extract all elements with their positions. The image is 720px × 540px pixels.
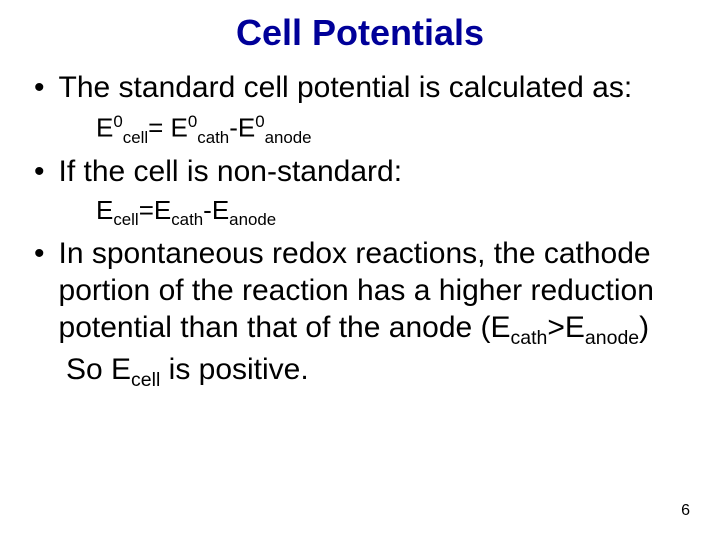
bullet-list-3: • In spontaneous redox reactions, the ca… [36, 236, 684, 350]
bullet-3-text: In spontaneous redox reactions, the cath… [59, 236, 684, 350]
f2-E: E [96, 195, 113, 225]
bullet-list: • The standard cell potential is calcula… [36, 70, 684, 107]
bullet-1-text: The standard cell potential is calculate… [59, 70, 684, 107]
page-number: 6 [681, 502, 690, 520]
f1-cell: cell [123, 127, 148, 146]
bullet-dot-icon: • [34, 70, 45, 107]
bullet-1: • The standard cell potential is calcula… [36, 70, 684, 107]
f1-sup1: 0 [113, 112, 122, 131]
bullet-2-text: If the cell is non-standard: [59, 154, 684, 191]
f2-eq: =E [139, 195, 172, 225]
fu-post: is positive. [160, 353, 308, 386]
f1-sup2: 0 [188, 112, 197, 131]
bullet-dot-icon: • [34, 154, 45, 191]
f1-dash: -E [229, 112, 255, 142]
b3-end: ) [639, 311, 649, 344]
f1-cath: cath [197, 127, 229, 146]
bullet-2: • If the cell is non-standard: [36, 154, 684, 191]
fu-sub: cell [131, 369, 160, 391]
f2-cell: cell [113, 210, 138, 229]
bullet-3: • In spontaneous redox reactions, the ca… [36, 236, 684, 350]
f1-sup3: 0 [255, 112, 264, 131]
b3-sub-cath: cath [511, 327, 548, 349]
f1-E: E [96, 112, 113, 142]
f1-eq: = E [148, 112, 188, 142]
f2-dash: -E [203, 195, 229, 225]
f1-anode: anode [265, 127, 312, 146]
f2-anode: anode [229, 210, 276, 229]
bullet-list-2: • If the cell is non-standard: [36, 154, 684, 191]
followup-line: So Ecell is positive. [66, 352, 684, 393]
fu-pre: So E [66, 353, 131, 386]
slide-title: Cell Potentials [36, 12, 684, 54]
formula-nonstandard: Ecell=Ecath-Eanode [96, 194, 684, 230]
b3-mid: >E [547, 311, 585, 344]
f2-cath: cath [171, 210, 203, 229]
formula-standard: E0cell= E0cath-E0anode [96, 111, 684, 148]
b3-sub-anode: anode [585, 327, 639, 349]
bullet-dot-icon: • [34, 236, 45, 273]
